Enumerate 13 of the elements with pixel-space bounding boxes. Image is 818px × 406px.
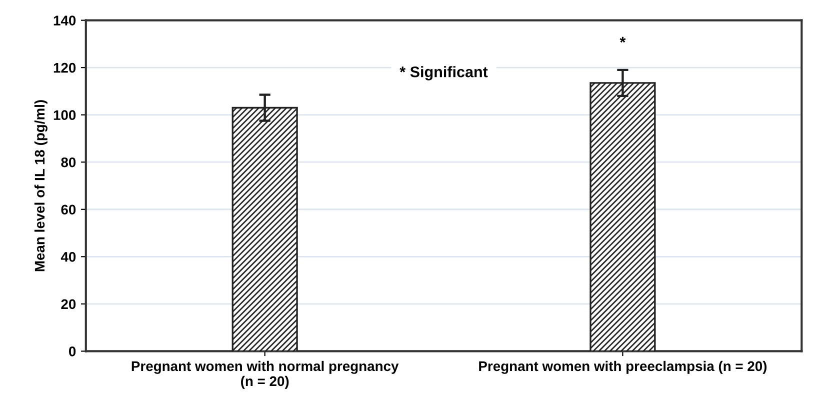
y-tick-label: 40 [60, 252, 76, 262]
y-tick-label: 20 [61, 299, 76, 310]
y-tick-label: 140 [54, 16, 76, 26]
y-tick-label: 0 [68, 346, 76, 356]
annotation: * Significant [400, 66, 488, 80]
y-tick-label: 80 [61, 157, 76, 168]
y-axis-title: Mean level of IL 18 (pg/ml) [34, 100, 48, 272]
y-tick-label: 120 [54, 62, 76, 73]
x-tick-label: Pregnant women with normal pregnancy (n = 20) [132, 360, 399, 389]
x-tick-label: Pregnant women with preeclampsia (n = 20) [479, 360, 767, 374]
y-tick-label: 100 [54, 110, 76, 120]
y-tick-label: 60 [61, 204, 76, 215]
annotation: * [620, 36, 626, 43]
